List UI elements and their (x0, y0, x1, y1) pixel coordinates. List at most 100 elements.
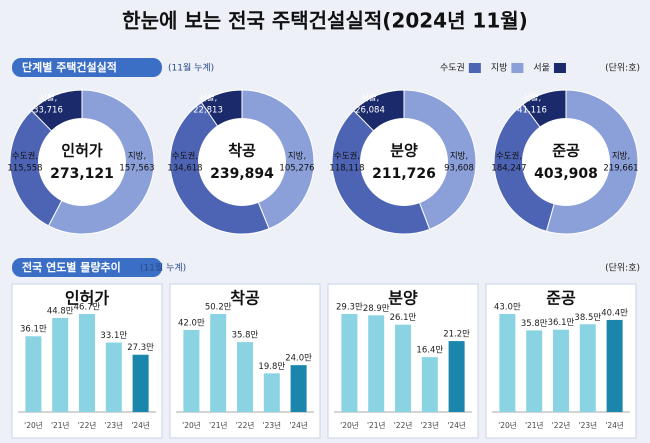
donut-title: 준공 (552, 142, 580, 160)
bar (579, 324, 596, 412)
bar-value: 26.1만 (390, 313, 417, 323)
bar-value: 36.1만 (20, 325, 47, 335)
bar (499, 314, 516, 412)
donut-title: 착공 (228, 142, 256, 160)
panel-title: 착공 (230, 289, 260, 308)
unit-note: (단위:호) (605, 63, 640, 74)
bar-value: 35.8만 (521, 319, 548, 329)
bar-value: 16.4만 (416, 346, 443, 356)
legend-swatch (553, 63, 566, 73)
x-tick-label: '23년 (579, 420, 598, 430)
segment-value: 219,661 (603, 164, 638, 174)
x-tick-label: '24년 (289, 420, 308, 430)
x-tick-label: '23년 (421, 420, 440, 430)
bar-value: 35.8만 (232, 331, 259, 341)
legend-label: 지방 (491, 63, 508, 74)
segment-value: 105,276 (279, 164, 314, 174)
x-tick-label: '24년 (447, 420, 466, 430)
x-tick-label: '24년 (605, 420, 624, 430)
unit-note: (단위:호) (605, 263, 640, 274)
x-tick-label: '21년 (367, 420, 386, 430)
bar-value: 38.5만 (574, 313, 601, 323)
panel-title: 분양 (388, 289, 418, 308)
bar (52, 317, 69, 412)
segment-name: 서울, (523, 94, 541, 104)
bar-value: 46.7만 (74, 303, 101, 313)
bar (183, 330, 200, 412)
bar (79, 314, 95, 412)
segment-name: 수도권, (172, 151, 198, 162)
x-tick-label: '21년 (525, 420, 544, 430)
segment-value: 26,084 (355, 106, 385, 116)
bar (132, 354, 149, 412)
bar (448, 341, 465, 412)
x-tick-label: '21년 (209, 420, 228, 430)
bar (290, 365, 307, 412)
segment-name: 서울, (199, 94, 217, 104)
donut-total: 273,121 (50, 166, 114, 182)
x-tick-label: '20년 (24, 420, 43, 430)
x-tick-label: '22년 (552, 420, 571, 430)
section-title: 단계별 주택건설실적 (22, 60, 117, 74)
donut-title: 분양 (390, 142, 418, 160)
panel-title: 인허가 (65, 289, 109, 308)
donut-center (38, 118, 126, 206)
bar (395, 324, 411, 412)
bar (526, 330, 543, 412)
bar (341, 314, 358, 412)
bar-value: 50.2만 (205, 303, 232, 313)
bar-value: 24.0만 (285, 354, 312, 364)
segment-name: 수도권, (496, 151, 522, 162)
bar (210, 314, 227, 412)
x-tick-label: '24년 (131, 420, 150, 430)
legend-swatch (511, 63, 524, 73)
legend-swatch (468, 63, 481, 73)
x-tick-label: '23년 (105, 420, 124, 430)
bar (553, 329, 569, 412)
bar (25, 336, 42, 412)
segment-value: 184,247 (491, 164, 526, 174)
bar-value: 21.2만 (443, 330, 470, 340)
segment-value: 22,813 (193, 106, 223, 116)
segment-value: 157,563 (119, 164, 154, 174)
segment-value: 134,618 (167, 164, 202, 174)
bar (237, 342, 253, 412)
x-tick-label: '20년 (182, 420, 201, 430)
segment-name: 서울, (361, 94, 379, 104)
bar-value: 33.1만 (100, 331, 127, 341)
panel-title: 준공 (546, 289, 576, 308)
segment-name: 지방, (288, 151, 306, 162)
x-tick-label: '21년 (51, 420, 70, 430)
segment-name: 지방, (612, 151, 630, 162)
x-tick-label: '22년 (78, 420, 97, 430)
bar (421, 357, 438, 412)
section-pill (12, 258, 162, 277)
donut-center (198, 118, 286, 206)
legend-label: 수도권 (440, 62, 465, 74)
bar-value: 40.4만 (601, 308, 628, 318)
segment-name: 수도권, (334, 151, 360, 162)
segment-value: 115,558 (7, 164, 42, 174)
segment-name: 지방, (450, 151, 468, 162)
section-note: (11월 누계) (140, 262, 186, 274)
donut-title: 인허가 (61, 142, 103, 160)
x-tick-label: '22년 (394, 420, 413, 430)
donut-total: 239,894 (210, 166, 274, 182)
bar-value: 27.3만 (127, 343, 154, 353)
x-tick-label: '22년 (236, 420, 255, 430)
bar-value: 28.9만 (363, 304, 390, 314)
x-tick-label: '20년 (340, 420, 359, 430)
bar (105, 342, 122, 412)
donut-total: 211,726 (372, 166, 436, 182)
bar-value: 43.0만 (494, 303, 521, 313)
segment-value: 33,716 (33, 106, 63, 116)
bar-value: 29.3만 (336, 303, 363, 313)
page-title: 한눈에 보는 전국 주택건설실적(2024년 11월) (122, 9, 528, 33)
donut-center (360, 118, 448, 206)
bar-value: 19.8만 (258, 362, 285, 372)
bar (606, 319, 623, 412)
donut-total: 403,908 (534, 166, 598, 182)
segment-name: 지방, (128, 151, 146, 162)
x-tick-label: '20년 (498, 420, 517, 430)
